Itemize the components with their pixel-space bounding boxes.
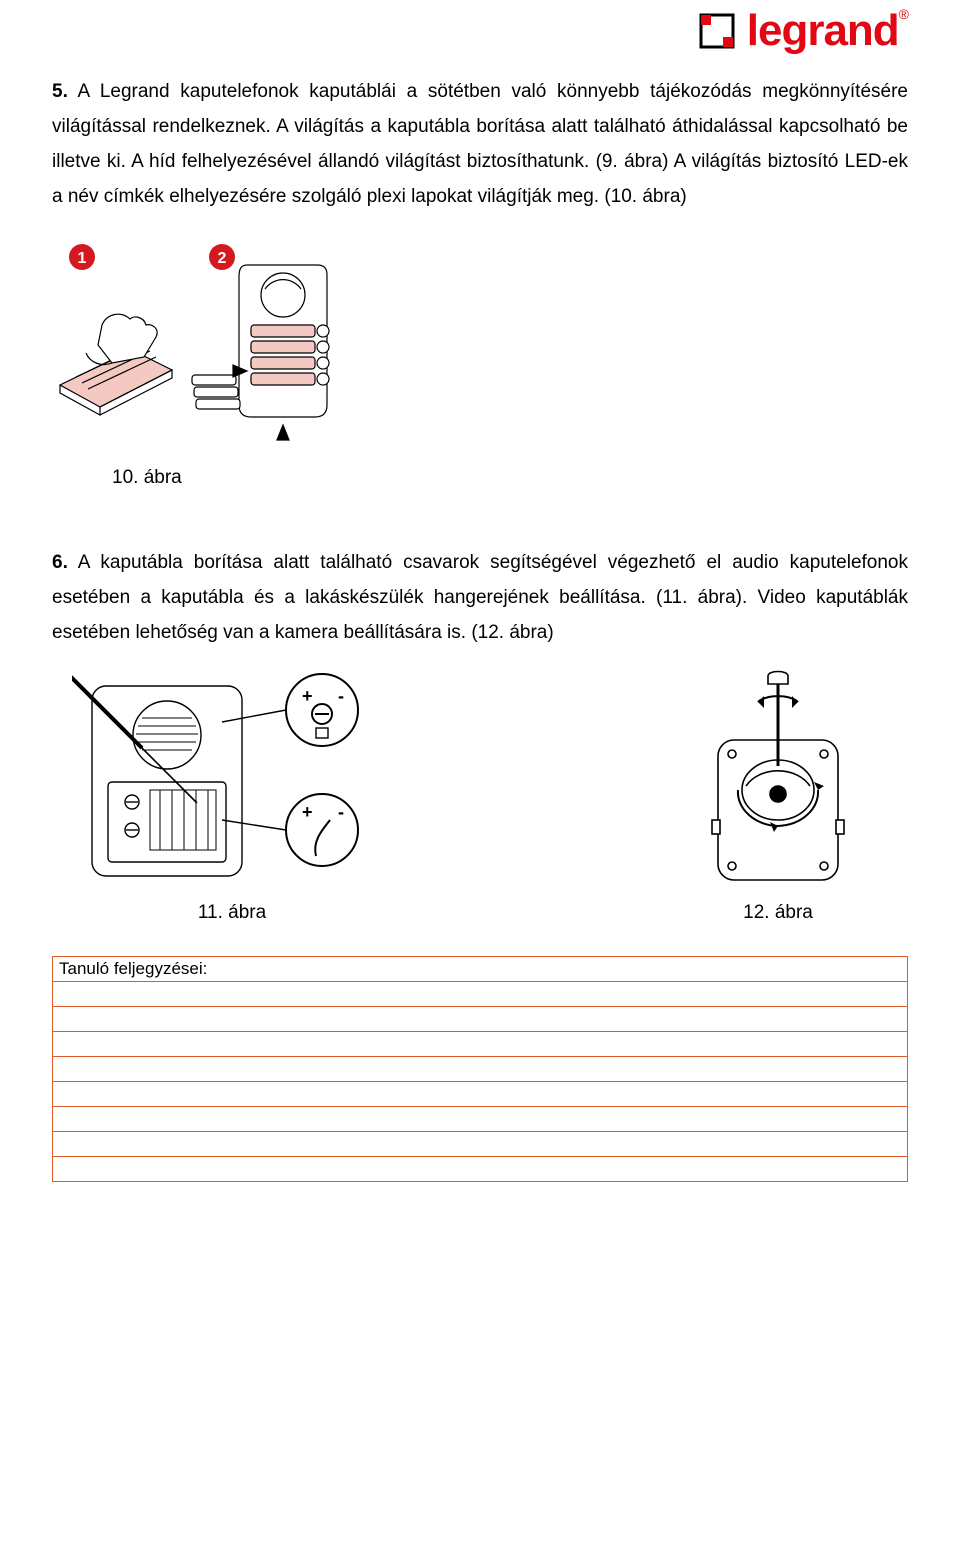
figure-11: + - + - 11. ábra [52, 670, 412, 924]
figure-10-caption: 10. ábra [112, 467, 908, 489]
brand-logo-text: legrand® [747, 6, 908, 56]
paragraph-5: 5. A Legrand kaputelefonok kaputáblái a … [52, 74, 908, 215]
svg-text:2: 2 [218, 250, 227, 267]
trademark-symbol: ® [899, 6, 908, 22]
paragraph-5-text: A Legrand kaputelefonok kaputáblái a söt… [52, 81, 908, 207]
notes-row[interactable] [53, 1106, 908, 1131]
figure-12: 12. ábra [648, 670, 908, 924]
figure-10-svg: 1 2 [52, 235, 332, 455]
notes-row[interactable] [53, 1131, 908, 1156]
figure-12-caption: 12. ábra [743, 902, 813, 924]
figure-10: 1 2 [52, 235, 908, 489]
notes-row[interactable] [53, 1056, 908, 1081]
notes-row[interactable] [53, 981, 908, 1006]
student-notes-table: Tanuló feljegyzései: [52, 956, 908, 1182]
svg-text:1: 1 [78, 250, 87, 267]
figure-12-svg [668, 670, 888, 890]
paragraph-6-text: A kaputábla borítása alatt található csa… [52, 552, 908, 643]
figure-11-caption: 11. ábra [198, 902, 266, 924]
figure-row-11-12: + - + - 11. ábra [52, 670, 908, 924]
svg-text:-: - [338, 686, 344, 706]
brand-logo: legrand® [695, 6, 908, 56]
notes-row[interactable] [53, 1081, 908, 1106]
svg-text:-: - [338, 802, 344, 822]
brand-name: legrand [747, 6, 899, 55]
notes-row[interactable] [53, 1031, 908, 1056]
paragraph-5-number: 5. [52, 81, 68, 102]
page: legrand® 5. A Legrand kaputelefonok kapu… [0, 0, 960, 1222]
paragraph-6: 6. A kaputábla borítása alatt található … [52, 545, 908, 650]
svg-text:+: + [302, 686, 313, 706]
figure-11-svg: + - + - [72, 670, 392, 890]
notes-header-cell: Tanuló feljegyzései: [53, 956, 908, 981]
notes-row[interactable] [53, 1006, 908, 1031]
svg-text:+: + [302, 802, 313, 822]
notes-row[interactable] [53, 1156, 908, 1181]
paragraph-6-number: 6. [52, 552, 68, 573]
brand-logo-mark [695, 9, 739, 53]
